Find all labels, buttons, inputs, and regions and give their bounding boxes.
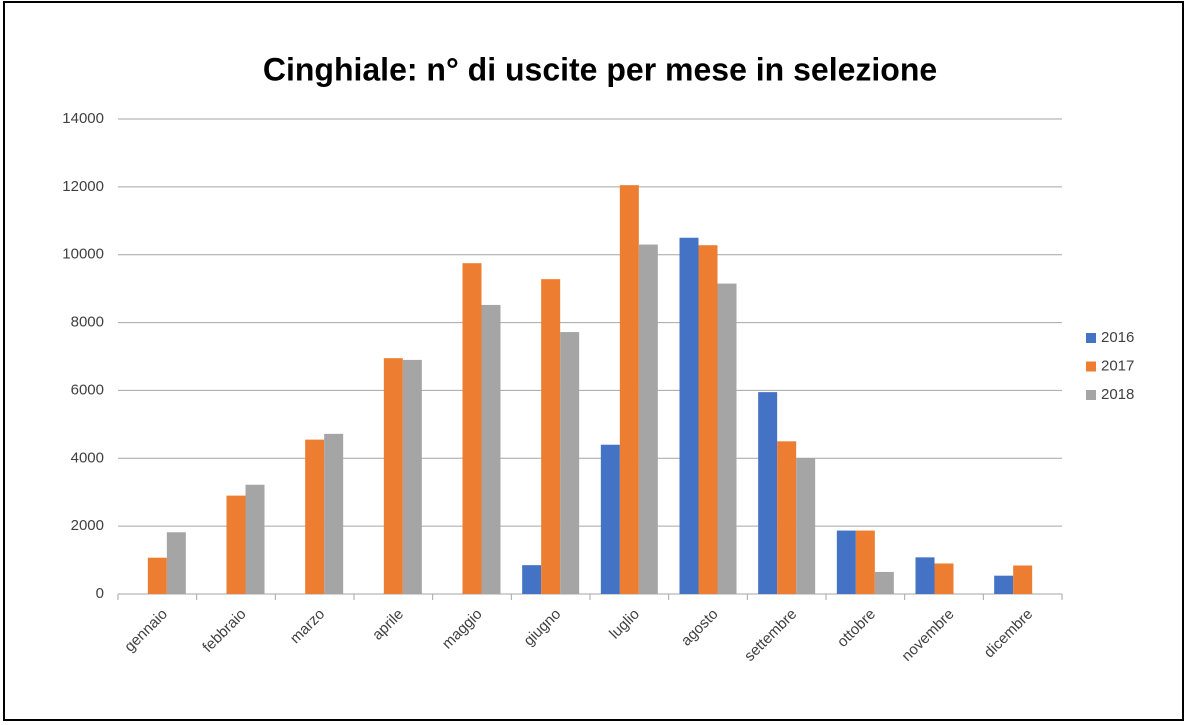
- y-tick-label: 2000: [71, 517, 104, 534]
- bar: [226, 495, 246, 594]
- bar: [796, 458, 816, 594]
- bar: [1013, 565, 1033, 594]
- bar: [638, 244, 658, 595]
- bar: [619, 185, 639, 595]
- bar: [245, 484, 265, 594]
- bar: [874, 571, 894, 594]
- bar: [305, 439, 325, 594]
- y-tick-label: 6000: [71, 381, 104, 398]
- bar: [600, 444, 620, 594]
- y-tick-label: 8000: [71, 314, 104, 331]
- bar: [383, 358, 403, 594]
- bar: [402, 359, 422, 594]
- bar: [541, 279, 561, 594]
- legend-label: 2017: [1101, 357, 1134, 374]
- bar: [855, 530, 875, 594]
- chart-frame: [3, 1, 1184, 721]
- legend-swatch: [1086, 390, 1096, 400]
- y-tick-label: 4000: [71, 449, 104, 466]
- bar: [994, 575, 1014, 594]
- chart-title: Cinghiale: n° di uscite per mese in sele…: [263, 51, 937, 87]
- bar: [836, 530, 856, 594]
- bar: [777, 441, 797, 594]
- bar: [166, 532, 186, 594]
- legend-swatch: [1086, 361, 1096, 372]
- bar: [462, 263, 482, 594]
- y-tick-label: 0: [96, 585, 104, 602]
- bar: [560, 332, 580, 594]
- bar: [147, 557, 167, 594]
- y-tick-label: 12000: [62, 178, 104, 195]
- legend-label: 2018: [1101, 386, 1134, 403]
- bar: [698, 245, 718, 594]
- bar: [481, 304, 501, 594]
- bar: [324, 433, 344, 594]
- bar: [934, 563, 954, 594]
- bar: [758, 392, 778, 594]
- y-tick-label: 10000: [62, 246, 104, 263]
- bar: [679, 237, 699, 594]
- y-tick-label: 14000: [62, 110, 104, 127]
- bar: [915, 557, 935, 594]
- bar: [522, 565, 542, 594]
- bar: [717, 283, 737, 594]
- legend-swatch: [1086, 333, 1096, 343]
- legend-label: 2016: [1101, 329, 1134, 346]
